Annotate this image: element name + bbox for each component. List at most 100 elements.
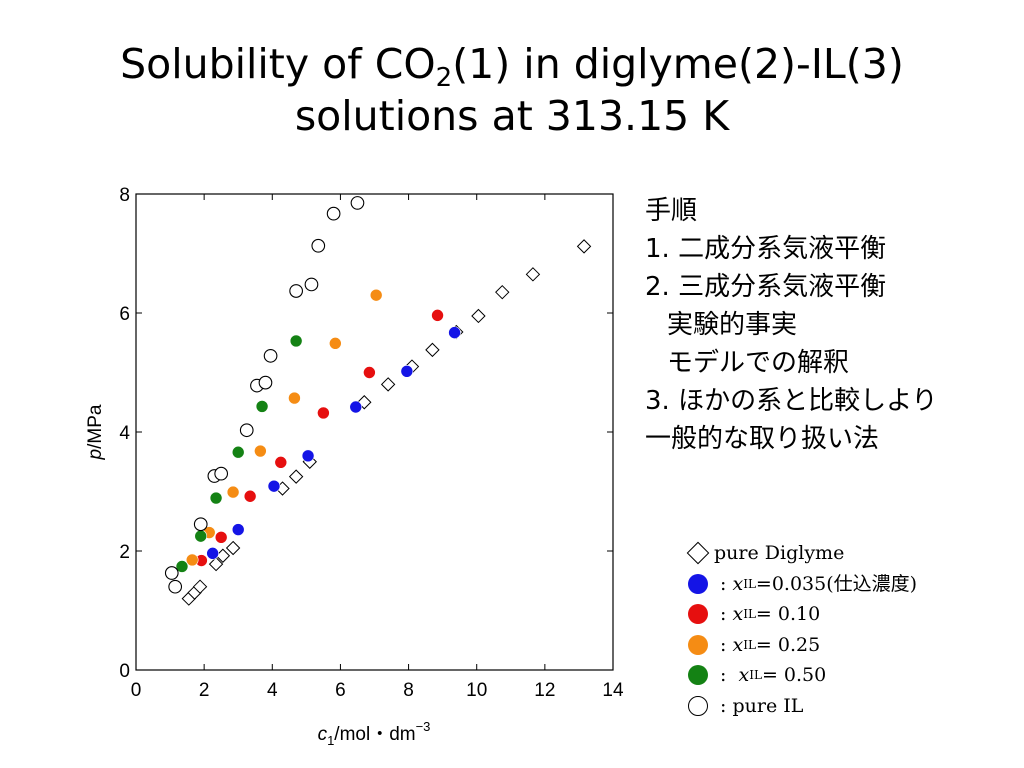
filled-circle-point xyxy=(400,365,414,378)
x-axis-label-superscript: −3 xyxy=(416,719,431,734)
title-text: Solubility of CO xyxy=(120,40,436,88)
legend-var-sub: IL xyxy=(749,668,762,682)
x-axis-label-subscript: 1 xyxy=(327,733,334,748)
filled-circle-point xyxy=(226,485,240,499)
procedure-step-2: 2. 三成分系気液平衡 xyxy=(645,272,887,302)
diamond-point xyxy=(425,342,440,358)
legend-colon: : xyxy=(714,694,733,717)
legend-colon: : xyxy=(714,664,739,686)
series-x025 xyxy=(185,288,383,567)
x-tick-label: 8 xyxy=(403,680,414,701)
filled-circle-point xyxy=(209,491,223,505)
open-circle-point xyxy=(263,348,278,363)
diamond-point xyxy=(576,239,592,254)
procedure-step-2a: 実験的事実 xyxy=(667,310,798,340)
legend-colon: : xyxy=(714,603,733,625)
diamond-point xyxy=(380,377,396,392)
open-circle-point xyxy=(311,238,326,253)
filled-circle-point xyxy=(317,406,330,420)
y-tick-label: 6 xyxy=(119,304,130,325)
legend-var-sub: IL xyxy=(743,576,756,591)
legend-var: x xyxy=(732,572,744,595)
x-axis-label: c1/mol・dm−3 xyxy=(318,719,431,748)
plot-frame xyxy=(135,193,614,671)
filled-circle-point xyxy=(329,337,342,350)
x-tick-label: 4 xyxy=(267,680,278,701)
filled-circle-point xyxy=(288,391,301,405)
title-line-1: Solubility of CO2(1) in diglyme(2)-IL(3) xyxy=(0,38,1024,93)
series-x010 xyxy=(195,309,444,567)
blue-dot-marker-icon xyxy=(686,572,710,596)
open-circle-point xyxy=(193,517,208,532)
x-axis-label-symbol: c xyxy=(318,724,328,745)
open-circle-point xyxy=(304,277,319,292)
filled-circle-point xyxy=(231,445,245,459)
x-tick-label: 12 xyxy=(534,680,555,701)
filled-circle-point xyxy=(301,449,315,463)
filled-circle-point xyxy=(274,456,288,469)
data-points xyxy=(164,196,592,606)
open-circle-point xyxy=(326,206,341,221)
legend-label: = 0.10 xyxy=(755,603,821,625)
slide-title: Solubility of CO2(1) in diglyme(2)-IL(3)… xyxy=(0,38,1024,142)
legend-item-x0035: : x IL =0.035(仕込濃度) xyxy=(686,569,917,600)
chart-legend: pure Diglyme : x IL =0.035(仕込濃度) : x IL = … xyxy=(686,538,917,721)
series-x0035 xyxy=(206,326,461,560)
legend-label: = 0.50 xyxy=(761,664,827,686)
legend-var: x xyxy=(732,603,744,625)
diamond-point xyxy=(225,540,241,556)
x-tick-label: 6 xyxy=(335,680,346,701)
legend-colon: : xyxy=(714,633,733,656)
filled-circle-point xyxy=(349,400,363,414)
legend-colon: : xyxy=(714,572,733,595)
legend-item-x025: : x IL = 0.25 xyxy=(686,630,917,661)
filled-circle-point xyxy=(448,326,461,339)
legend-item-x050: : x IL = 0.50 xyxy=(686,660,917,691)
y-tick-label: 2 xyxy=(119,542,130,563)
filled-circle-point xyxy=(254,444,267,458)
filled-circle-point xyxy=(214,531,228,544)
diamond-point xyxy=(192,579,208,594)
filled-circle-point xyxy=(363,366,376,379)
series-pureil xyxy=(164,196,365,594)
filled-circle-point xyxy=(175,560,189,573)
filled-circle-point xyxy=(194,529,208,543)
open-circle-point xyxy=(168,579,183,594)
procedure-step-3: 3. ほかの系と比較しより xyxy=(645,386,938,416)
series-x050 xyxy=(175,334,303,573)
open-circle-point xyxy=(258,375,273,390)
x-axis-label-unit: /mol・dm xyxy=(334,724,415,745)
legend-label: = 0.25 xyxy=(755,633,821,656)
filled-circle-point xyxy=(243,489,257,503)
green-dot-marker-icon xyxy=(686,663,710,687)
title-subscript: 2 xyxy=(435,63,453,93)
y-axis-label-unit: /MPa xyxy=(85,404,106,449)
diamond-point xyxy=(495,284,510,300)
y-axis-label-symbol: p xyxy=(85,449,106,461)
series-diglyme xyxy=(181,239,592,606)
title-line-2: solutions at 313.15 K xyxy=(294,92,730,140)
legend-item-pure-il: : pure IL xyxy=(686,691,917,722)
legend-item-x010: : x IL = 0.10 xyxy=(686,599,917,630)
open-circle-point xyxy=(350,196,365,210)
open-circle-point xyxy=(214,466,229,481)
y-tick-label: 4 xyxy=(119,423,130,444)
title-text-rest: (1) in diglyme(2)-IL(3) xyxy=(452,40,904,88)
diamond-marker-icon xyxy=(686,541,710,565)
legend-var: x xyxy=(738,664,750,686)
orange-dot-marker-icon xyxy=(686,633,710,657)
diamond-point xyxy=(471,308,486,324)
filled-circle-point xyxy=(369,288,383,302)
legend-var-sub: IL xyxy=(743,607,756,621)
x-tick-label: 14 xyxy=(602,680,624,701)
diamond-point xyxy=(208,556,224,572)
legend-item-pure-diglyme: pure Diglyme xyxy=(686,538,917,569)
filled-circle-point xyxy=(185,553,199,567)
procedure-step-1: 1. 二成分系気液平衡 xyxy=(645,234,887,264)
legend-label: =0.035(仕込濃度) xyxy=(755,572,918,595)
y-axis-label: p/MPa xyxy=(85,404,106,460)
y-tick-label: 0 xyxy=(119,661,130,682)
legend-var: x xyxy=(732,633,744,656)
filled-circle-point xyxy=(431,309,444,322)
